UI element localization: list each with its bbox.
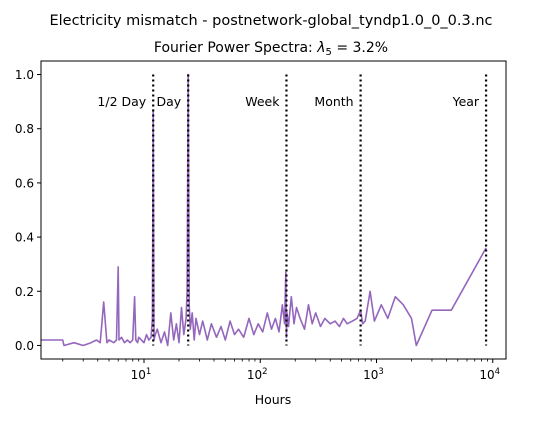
spectrum-series-line <box>41 73 487 347</box>
chart-title-prefix: Fourier Power Spectra: <box>154 40 317 56</box>
marker-label-3: Month <box>314 94 353 109</box>
axes-frame <box>40 60 507 360</box>
marker-label-4: Year <box>452 94 480 109</box>
chart-title-subscript: 5 <box>326 47 332 58</box>
y-tick-label-5: 1.0 <box>15 68 34 82</box>
x-tick-label-1: 102 <box>247 367 268 382</box>
marker-label-0: 1/2 Day <box>97 94 146 109</box>
chart-title-suffix: = 3.2% <box>332 40 388 56</box>
y-tick-label-0: 0.0 <box>15 339 34 353</box>
chart-title: Fourier Power Spectra: λ5 = 3.2% <box>154 40 388 58</box>
y-tick-label-3: 0.6 <box>15 176 34 190</box>
chart-title-lambda: λ <box>316 40 325 56</box>
x-axis-label: Hours <box>255 392 292 407</box>
y-tick-label-1: 0.2 <box>15 285 34 299</box>
y-axis-ticks: 0.0 0.2 0.4 0.6 0.8 1.0 <box>15 68 41 353</box>
x-axis-ticks: 101 102 103 104 <box>62 359 500 382</box>
marker-label-1: Day <box>157 94 182 109</box>
y-tick-label-2: 0.4 <box>15 231 34 245</box>
y-tick-label-4: 0.8 <box>15 122 34 136</box>
x-tick-label-0: 101 <box>131 367 152 382</box>
x-tick-label-3: 104 <box>479 367 500 382</box>
marker-label-2: Week <box>245 94 280 109</box>
x-tick-label-2: 103 <box>363 367 384 382</box>
plot-area: 1/2 Day Day Week Month Year <box>41 73 488 347</box>
figure-suptitle: Electricity mismatch - postnetwork-globa… <box>49 13 492 29</box>
